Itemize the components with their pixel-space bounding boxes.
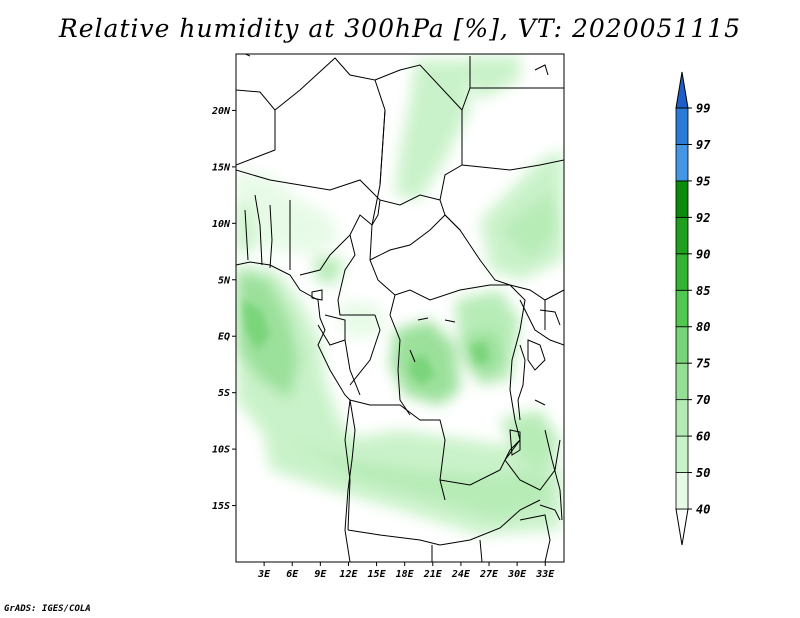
lat-tick-label: 5S (218, 388, 230, 399)
colorbar-label: 97 (696, 138, 711, 152)
colorbar-box (675, 472, 689, 510)
lon-tick-label: 9E (314, 569, 327, 580)
lon-tick-label: 18E (396, 569, 415, 580)
lon-tick-label: 21E (423, 569, 443, 580)
colorbar-box (675, 362, 689, 401)
colorbar-label: 80 (696, 320, 710, 334)
colorbar-box (675, 216, 689, 255)
lon-tick-label: 3E (257, 569, 271, 580)
colorbar-box (675, 289, 689, 328)
lat-tick-label: 15N (212, 162, 231, 173)
colorbar-label: 60 (696, 430, 710, 444)
lat-tick-label: 20N (211, 106, 231, 117)
colorbar-box (675, 107, 689, 145)
lat-tick-label: 10S (212, 445, 230, 456)
lon-tick-label: 24E (451, 569, 471, 580)
colorbar-box (675, 435, 689, 473)
lat-tick-label: EQ (218, 332, 230, 343)
colorbar-box (675, 399, 689, 437)
colorbar-box (675, 144, 689, 182)
lon-tick-label: 33E (535, 569, 555, 580)
colorbar-label: 90 (696, 247, 710, 261)
colorbar-label: 99 (696, 102, 710, 116)
colorbar-box (675, 253, 689, 291)
colorbar-label: 40 (696, 503, 710, 517)
map-frame (235, 53, 565, 563)
lon-tick-label: 15E (368, 569, 387, 580)
lon-tick-label: 6E (286, 569, 299, 580)
colorbar-label: 92 (696, 211, 710, 225)
lon-tick-label: 12E (339, 569, 358, 580)
colorbar: 40 50 60 70 75 80 85 90 92 95 97 99 (675, 71, 711, 546)
colorbar-label: 50 (696, 466, 710, 480)
chart-title: Relative humidity at 300hPa [%], VT: 202… (58, 14, 742, 43)
humidity-field (236, 54, 564, 562)
lon-tick-label: 30E (507, 569, 527, 580)
lat-tick-label: 10N (212, 219, 231, 230)
longitude-axis: 3E 6E 9E 12E 15E 18E 21E 24E 27E 30E 33E (257, 562, 555, 580)
credit-label: GrADS: IGES/COLA (4, 604, 91, 614)
colorbar-lower-extension (675, 508, 689, 546)
colorbar-box (675, 180, 689, 218)
colorbar-upper-extension (675, 71, 689, 109)
colorbar-label: 95 (696, 174, 710, 188)
colorbar-label: 85 (696, 284, 710, 298)
country-borders (236, 54, 564, 562)
latitude-axis: 20N 15N 10N 5N EQ 5S 10S 15S (211, 106, 236, 512)
lon-tick-label: 27E (479, 569, 499, 580)
colorbar-label: 75 (696, 357, 710, 371)
lat-tick-label: 5N (218, 275, 231, 286)
colorbar-box (675, 326, 689, 364)
colorbar-label: 70 (696, 393, 710, 407)
lat-tick-label: 15S (212, 501, 230, 512)
